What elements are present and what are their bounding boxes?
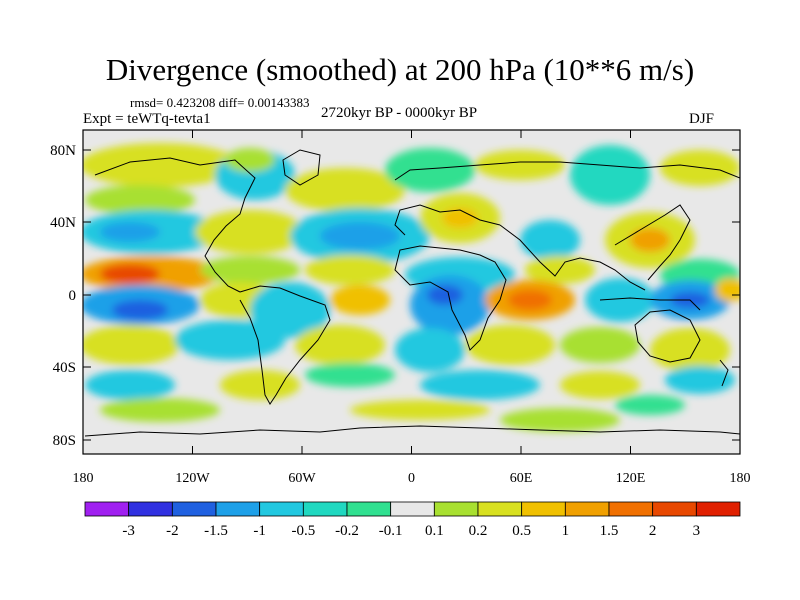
colorbar-swatch: [84, 501, 130, 517]
colorbar: -3 -2 -1.5 -1 -0.5 -0.2 -0.1 0.1 0.2 0.5 1 1.5 2 3: [84, 501, 741, 539]
lat-label: 40S: [53, 360, 76, 376]
colorbar-label: 0.2: [469, 523, 488, 539]
map-title: Divergence (smoothed) at 200 hPa (10**6 …: [105, 52, 695, 87]
lat-label: 40N: [50, 215, 76, 231]
colorbar-label: 1: [562, 523, 570, 539]
lon-label: 60W: [288, 471, 316, 486]
colorbar-swatch: [259, 501, 304, 517]
colorbar-label: -2: [166, 523, 179, 539]
colorbar-swatch: [433, 501, 479, 517]
lat-label: 0: [69, 288, 77, 304]
colorbar-label: -1: [253, 523, 266, 539]
colorbar-swatch: [390, 501, 435, 517]
colorbar-label: -0.5: [291, 523, 315, 539]
colorbar-label: 3: [693, 523, 701, 539]
lon-label: 180: [730, 471, 751, 486]
colorbar-swatch: [346, 501, 392, 517]
colorbar-swatch: [128, 501, 173, 517]
colorbar-swatch: [608, 501, 654, 517]
coastlines: [84, 149, 740, 437]
colorbar-swatch: [695, 501, 741, 517]
lon-label: 0: [408, 471, 415, 486]
colorbar-label: -0.1: [379, 523, 403, 539]
period-label: 2720kyr BP - 0000kyr BP: [321, 105, 478, 121]
colorbar-swatch: [564, 501, 610, 517]
lon-label: 180: [73, 471, 94, 486]
colorbar-label: -1.5: [204, 523, 228, 539]
stats-text: rmsd= 0.423208 diff= 0.00143383: [130, 95, 310, 110]
colorbar-label: 0.1: [425, 523, 444, 539]
colorbar-swatch: [652, 501, 697, 517]
x-axis: 180 120W 60W 0 60E 120E 180: [73, 130, 751, 486]
divergence-field: [83, 143, 740, 432]
lon-label: 120E: [616, 471, 646, 486]
colorbar-swatch: [477, 501, 523, 517]
season-label: DJF: [688, 111, 714, 127]
colorbar-swatch: [302, 501, 348, 517]
lon-label: 60E: [510, 471, 533, 486]
colorbar-label: -3: [122, 523, 135, 539]
lon-label: 120W: [175, 471, 210, 486]
lat-label: 80N: [50, 143, 76, 159]
colorbar-label: 1.5: [600, 523, 619, 539]
lat-label: 80S: [53, 433, 76, 449]
colorbar-label: -0.2: [335, 523, 359, 539]
colorbar-swatch: [215, 501, 261, 517]
colorbar-swatch: [521, 501, 566, 517]
colorbar-swatch: [171, 501, 217, 517]
y-axis: 80N 40N 0 40S 80S: [50, 143, 740, 449]
colorbar-label: 0.5: [512, 523, 531, 539]
colorbar-label: 2: [649, 523, 657, 539]
experiment-label: Expt = teWTq-tevta1: [83, 111, 211, 127]
